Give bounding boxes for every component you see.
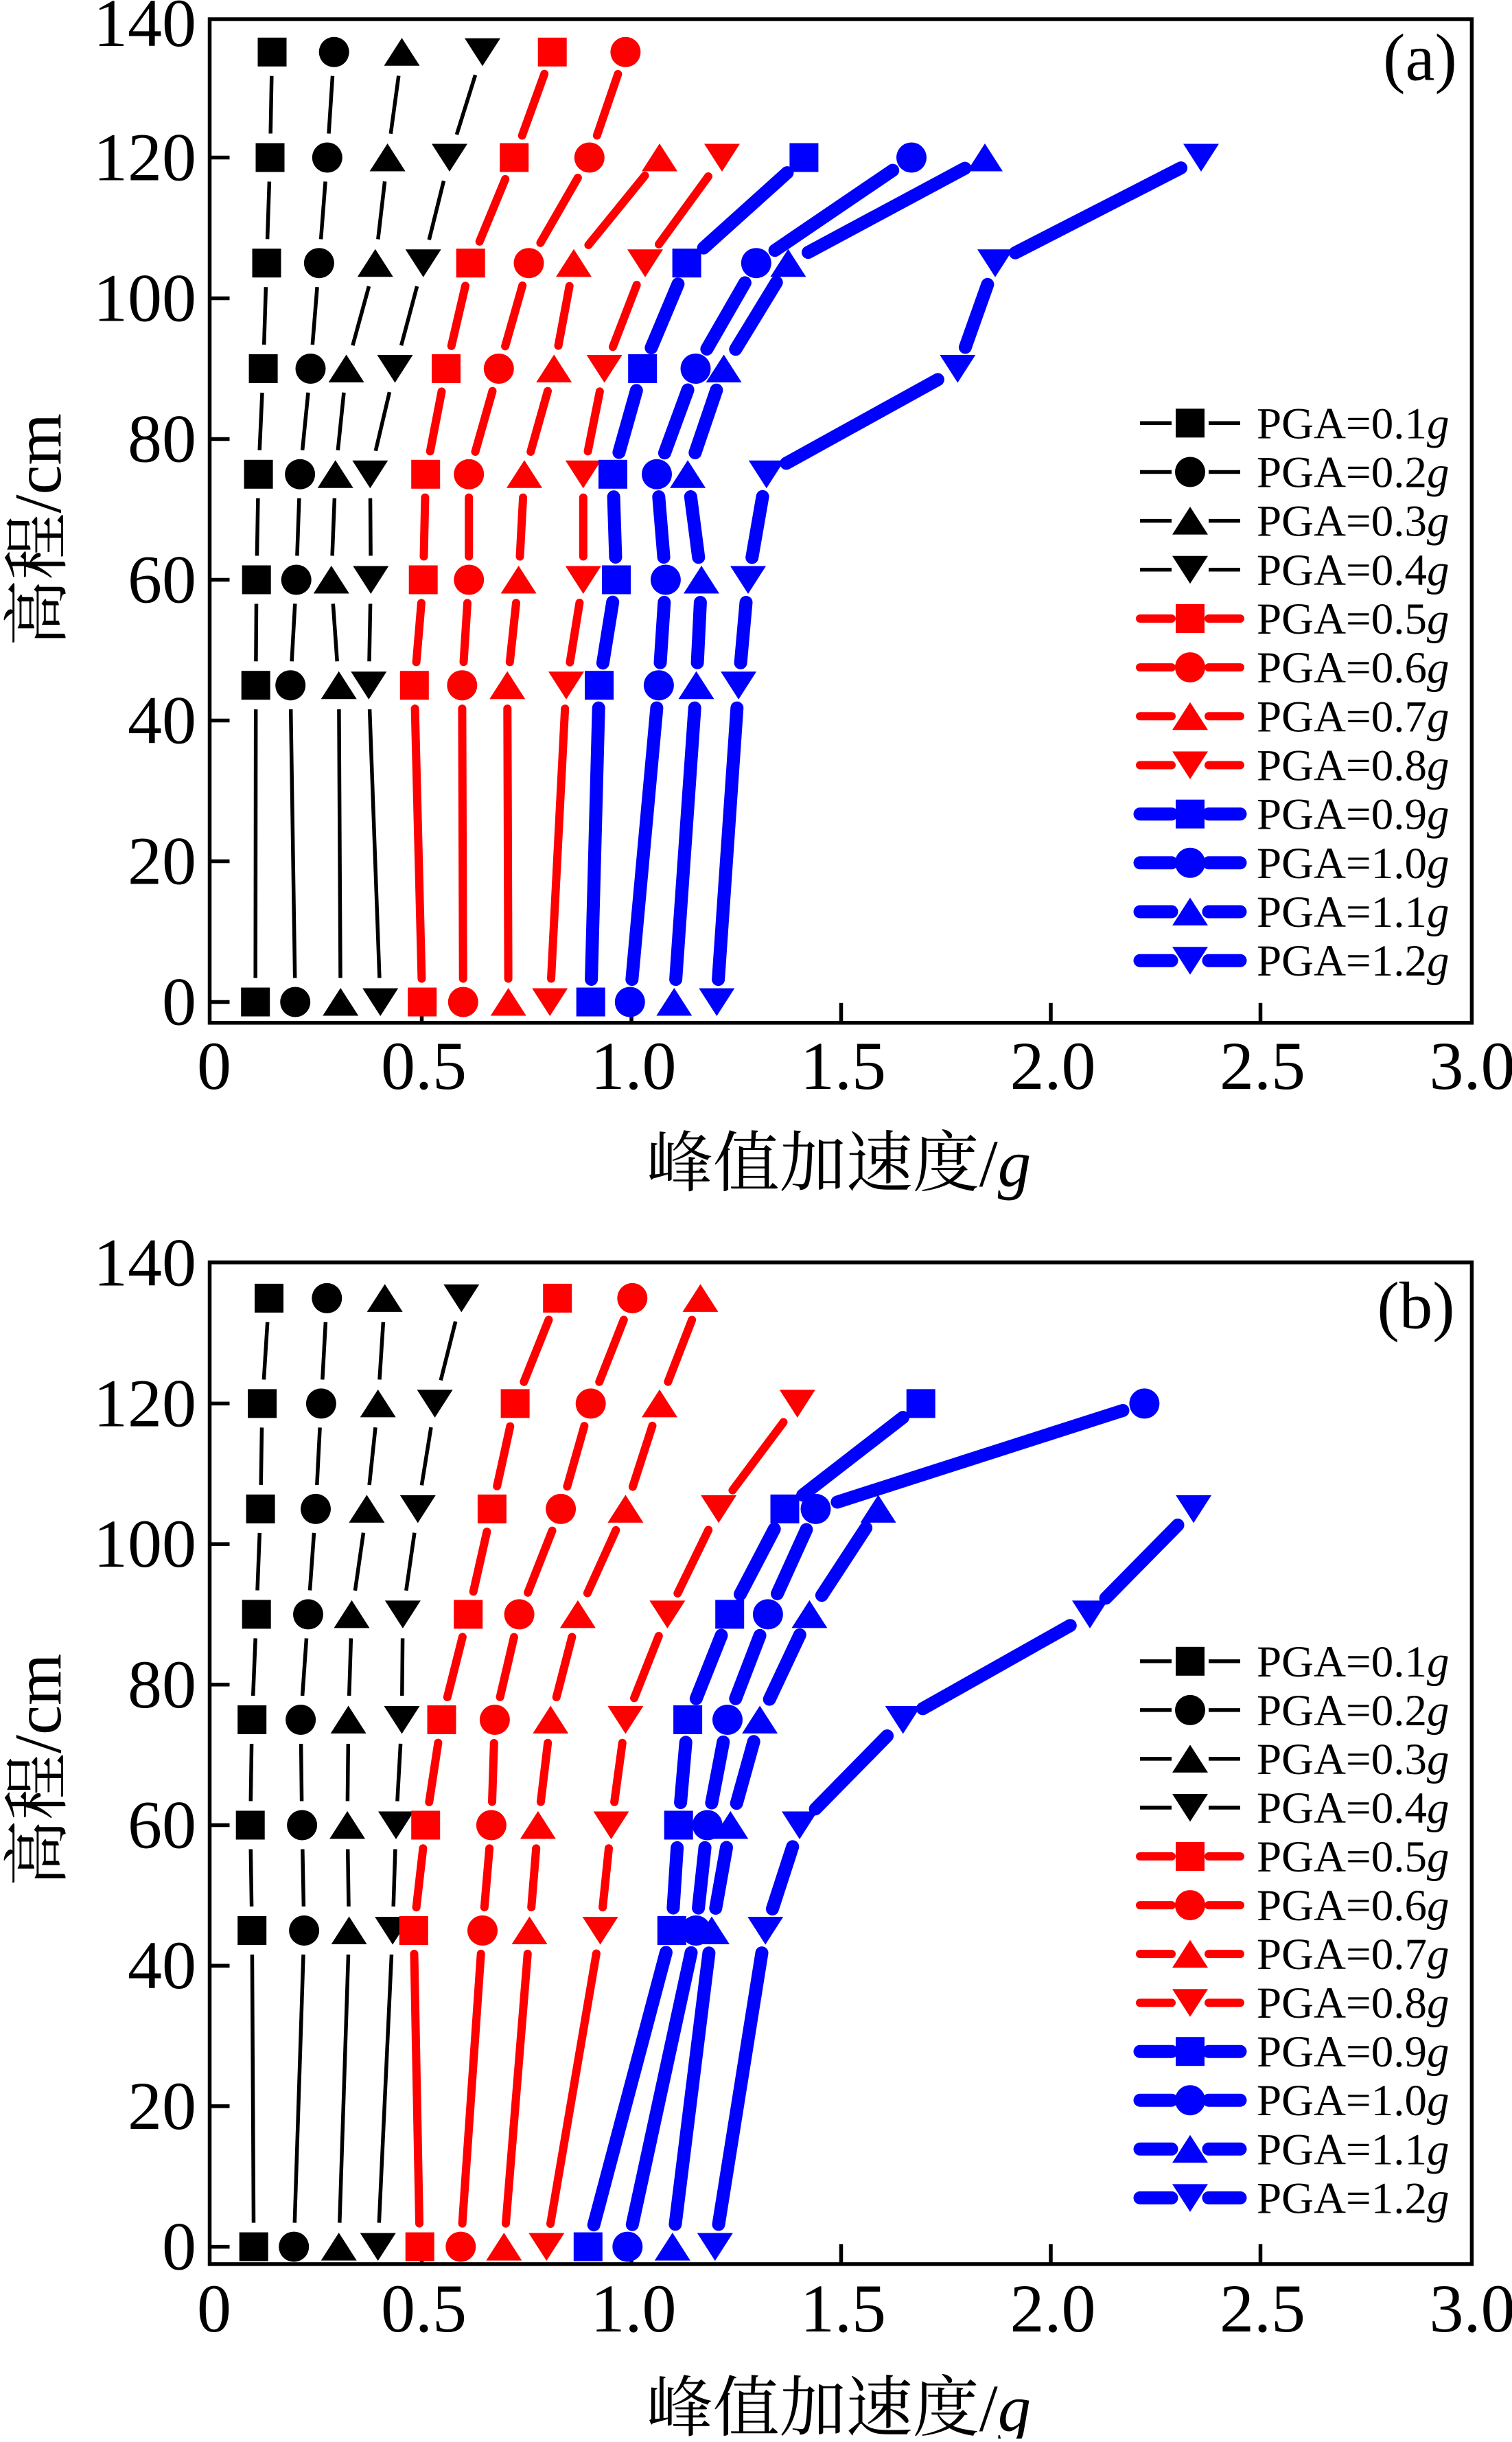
svg-text:2.5: 2.5 <box>1220 2270 1305 2347</box>
svg-text:120: 120 <box>93 119 196 196</box>
svg-text:20: 20 <box>128 2068 196 2144</box>
svg-text:PGA=0.3g: PGA=0.3g <box>1257 1735 1449 1784</box>
svg-text:120: 120 <box>93 1365 196 1441</box>
svg-text:PGA=0.7g: PGA=0.7g <box>1257 692 1449 741</box>
svg-text:1.0: 1.0 <box>591 1028 677 1104</box>
svg-text:PGA=0.6g: PGA=0.6g <box>1257 1881 1449 1931</box>
svg-text:3.0: 3.0 <box>1430 2270 1512 2347</box>
svg-text:PGA=1.0g: PGA=1.0g <box>1257 839 1449 888</box>
svg-text:PGA=0.5g: PGA=0.5g <box>1257 1832 1449 1882</box>
svg-text:PGA=1.2g: PGA=1.2g <box>1257 936 1449 986</box>
svg-text:100: 100 <box>93 1506 196 1582</box>
svg-text:0.5: 0.5 <box>381 1028 467 1104</box>
svg-text:0: 0 <box>162 2209 196 2285</box>
svg-text:140: 140 <box>93 0 196 61</box>
svg-text:PGA=0.3g: PGA=0.3g <box>1257 497 1449 546</box>
svg-text:80: 80 <box>128 1646 196 1723</box>
svg-text:2.0: 2.0 <box>1010 2270 1096 2347</box>
svg-text:1.0: 1.0 <box>591 2270 677 2347</box>
svg-text:PGA=0.6g: PGA=0.6g <box>1257 643 1449 693</box>
svg-text:2.5: 2.5 <box>1220 1028 1305 1104</box>
svg-text:PGA=0.2g: PGA=0.2g <box>1257 1686 1449 1736</box>
svg-text:PGA=0.8g: PGA=0.8g <box>1257 741 1449 791</box>
svg-text:PGA=1.0g: PGA=1.0g <box>1257 2076 1449 2126</box>
svg-text:0.5: 0.5 <box>381 2270 467 2347</box>
svg-text:PGA=0.9g: PGA=0.9g <box>1257 790 1449 840</box>
svg-text:PGA=1.1g: PGA=1.1g <box>1257 2125 1449 2174</box>
svg-text:2.0: 2.0 <box>1010 1028 1096 1104</box>
svg-text:PGA=1.1g: PGA=1.1g <box>1257 888 1449 937</box>
svg-text:/cm: /cm <box>1 1654 75 1753</box>
svg-text:1.5: 1.5 <box>800 1028 886 1104</box>
svg-text:40: 40 <box>128 1927 196 2003</box>
svg-text:PGA=0.1g: PGA=0.1g <box>1257 1637 1449 1687</box>
svg-text:0: 0 <box>162 964 196 1040</box>
svg-text:/g: /g <box>979 1127 1031 1201</box>
svg-text:(b): (b) <box>1377 1269 1454 1343</box>
svg-text:PGA=0.4g: PGA=0.4g <box>1257 1784 1449 1833</box>
svg-text:PGA=0.7g: PGA=0.7g <box>1257 1930 1449 1979</box>
svg-text:0: 0 <box>197 1028 231 1104</box>
svg-text:PGA=1.2g: PGA=1.2g <box>1257 2174 1449 2223</box>
svg-text:0: 0 <box>197 2270 231 2347</box>
svg-text:PGA=0.8g: PGA=0.8g <box>1257 1979 1449 2028</box>
svg-text:3.0: 3.0 <box>1430 1028 1512 1104</box>
svg-text:/g: /g <box>979 2372 1031 2439</box>
svg-text:PGA=0.1g: PGA=0.1g <box>1257 399 1449 448</box>
svg-text:40: 40 <box>128 682 196 759</box>
svg-text:100: 100 <box>93 260 196 336</box>
svg-text:PGA=0.9g: PGA=0.9g <box>1257 2027 1449 2077</box>
svg-text:PGA=0.4g: PGA=0.4g <box>1257 546 1449 595</box>
svg-text:/cm: /cm <box>1 413 75 513</box>
svg-text:80: 80 <box>128 401 196 477</box>
svg-text:140: 140 <box>93 1225 196 1301</box>
svg-text:(a): (a) <box>1383 21 1457 95</box>
svg-text:1.5: 1.5 <box>800 2270 886 2347</box>
svg-text:60: 60 <box>128 542 196 618</box>
svg-text:20: 20 <box>128 823 196 899</box>
svg-text:PGA=0.2g: PGA=0.2g <box>1257 448 1449 498</box>
svg-text:PGA=0.5g: PGA=0.5g <box>1257 595 1449 644</box>
svg-text:60: 60 <box>128 1787 196 1863</box>
